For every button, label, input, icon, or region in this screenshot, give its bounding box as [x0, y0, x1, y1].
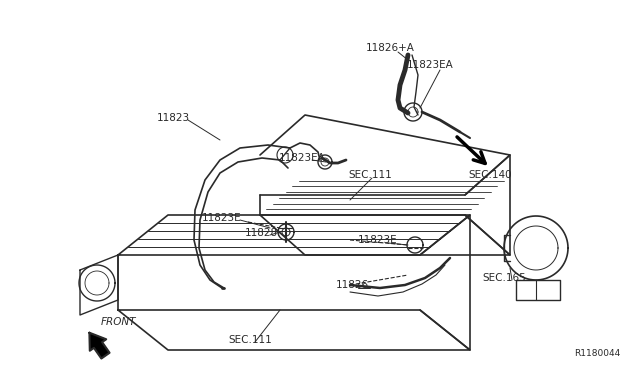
Text: 11823: 11823	[156, 113, 189, 123]
Text: 11826: 11826	[335, 280, 369, 290]
Text: SEC.140: SEC.140	[468, 170, 512, 180]
Text: SEC.111: SEC.111	[348, 170, 392, 180]
Text: SEC.111: SEC.111	[228, 335, 272, 345]
Text: 11823EA: 11823EA	[278, 153, 325, 163]
Text: R1180044: R1180044	[573, 349, 620, 358]
Text: SEC.165: SEC.165	[482, 273, 526, 283]
Text: 11823EA: 11823EA	[406, 60, 453, 70]
Polygon shape	[90, 333, 109, 359]
Text: FRONT: FRONT	[100, 317, 136, 327]
Text: 11823E: 11823E	[358, 235, 398, 245]
Text: 11828F: 11828F	[244, 228, 284, 238]
Text: 11823E: 11823E	[202, 213, 242, 223]
Text: 11826+A: 11826+A	[365, 43, 415, 53]
